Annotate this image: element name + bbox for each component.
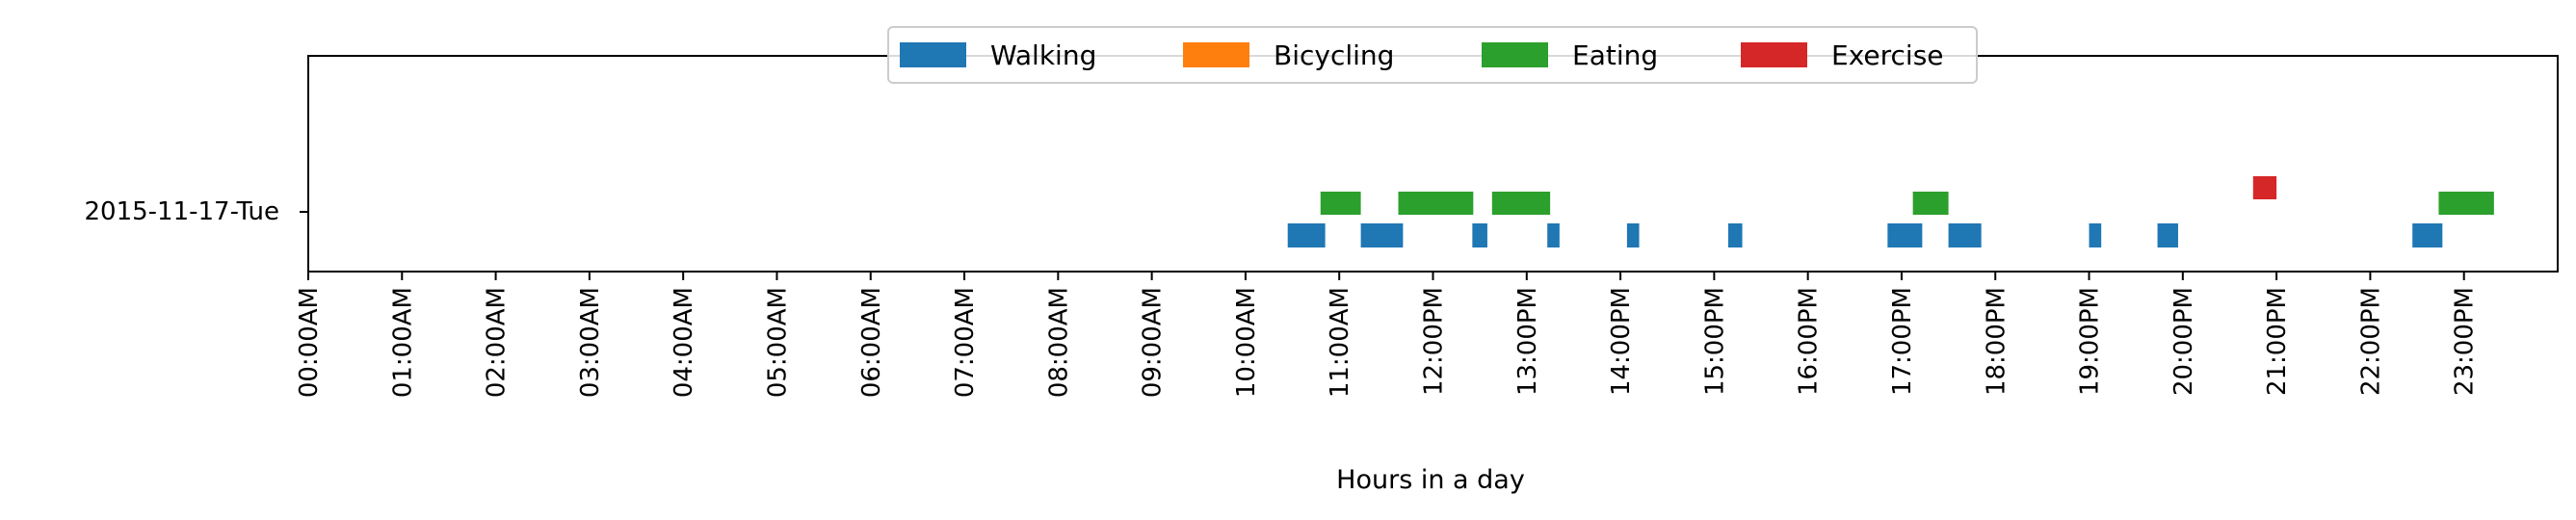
x-tick-label: 09:00AM: [1139, 287, 1168, 398]
x-tick-label: 00:00AM: [295, 287, 324, 398]
x-tick-label: 14:00PM: [1607, 287, 1636, 396]
segment-exercise: [2252, 176, 2277, 199]
segment-walking: [1472, 223, 1487, 247]
x-tick-label: 01:00AM: [388, 287, 417, 398]
x-tick-label: 07:00AM: [951, 287, 980, 398]
legend-label-walking: Walking: [990, 39, 1096, 71]
legend-swatch-exercise: [1741, 42, 1807, 67]
plot-area: [307, 55, 2559, 273]
x-tick-label: 18:00PM: [1982, 287, 2011, 396]
x-tick-label: 12:00PM: [1420, 287, 1449, 396]
x-tick-label: 10:00AM: [1232, 287, 1261, 398]
segment-walking: [2089, 223, 2102, 247]
x-tick-label: 04:00AM: [670, 287, 698, 398]
legend: Walking Bicycling Eating Exercise: [887, 26, 1978, 84]
x-tick-label: 21:00PM: [2263, 287, 2292, 396]
segment-eating: [1912, 192, 1949, 215]
segment-eating: [2438, 192, 2494, 215]
x-axis-ticks: 00:00AM 01:00AM 02:00AM 03:00AM 04:00AM 05:00…: [295, 211, 2480, 398]
legend-box: [887, 26, 1978, 84]
legend-label-exercise: Exercise: [1831, 39, 1944, 71]
axes-frame: [307, 55, 2559, 273]
x-axis-label: Hours in a day: [1336, 465, 1525, 495]
x-tick-label: 03:00AM: [576, 287, 605, 398]
segment-walking: [1360, 223, 1404, 247]
x-tick-label: 11:00AM: [1326, 287, 1354, 398]
segment-walking: [1287, 223, 1326, 247]
x-tick-label: 08:00AM: [1044, 287, 1073, 398]
x-tick-label: 02:00AM: [483, 287, 512, 398]
x-tick-label: 20:00PM: [2169, 287, 2198, 396]
segment-walking: [1948, 223, 1982, 247]
segment-walking: [1887, 223, 1923, 247]
x-tick-label: 16:00PM: [1795, 287, 1824, 396]
legend-swatch-eating: [1482, 42, 1548, 67]
segment-walking: [1547, 223, 1560, 247]
x-tick-label: 17:00PM: [1888, 287, 1917, 396]
legend-label-eating: Eating: [1572, 39, 1658, 71]
segment-eating: [1491, 192, 1551, 215]
legend-swatch-bicycling: [1183, 42, 1249, 67]
x-tick-label: 22:00PM: [2356, 287, 2385, 396]
x-tick-label: 23:00PM: [2451, 287, 2480, 396]
segment-eating: [1320, 192, 1361, 215]
x-tick-label: 15:00PM: [1700, 287, 1729, 396]
segment-eating: [1398, 192, 1474, 215]
x-tick-label: 19:00PM: [2076, 287, 2105, 396]
segment-walking: [1626, 223, 1640, 247]
x-tick-label: 06:00AM: [857, 287, 886, 398]
segment-walking: [2157, 223, 2178, 247]
legend-label-bicycling: Bicycling: [1274, 39, 1394, 71]
segment-walking: [2412, 223, 2443, 247]
row-label: 2015-11-17-Tue: [84, 197, 279, 226]
legend-swatch-walking: [900, 42, 966, 67]
x-tick-label: 05:00AM: [763, 287, 792, 398]
segment-walking: [1727, 223, 1743, 247]
x-tick-label: 13:00PM: [1513, 287, 1542, 396]
